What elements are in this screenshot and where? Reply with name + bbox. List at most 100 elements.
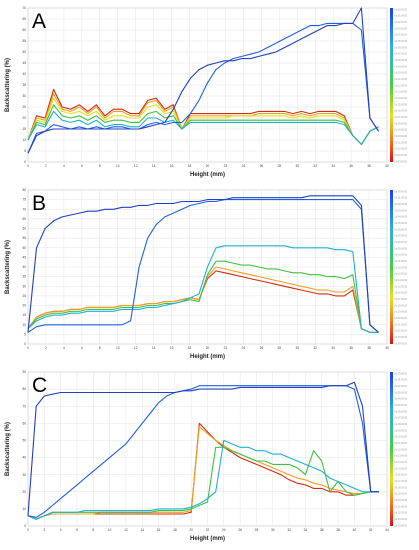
y-tick-label: 75 bbox=[22, 198, 26, 202]
x-tick-label: 32 bbox=[313, 346, 317, 350]
legend-label: 0d:02:00:00 bbox=[395, 21, 408, 24]
x-tick-label: 32 bbox=[287, 528, 291, 532]
legend-label: 0d:02:00:00 bbox=[395, 203, 408, 206]
legend-label: 0d:01:00:00 bbox=[395, 15, 408, 18]
x-tick-label: 20 bbox=[189, 528, 193, 532]
x-tick-label: 22 bbox=[224, 346, 228, 350]
legend-label: 0d:10:00:00 bbox=[395, 436, 408, 439]
legend-color-bar bbox=[390, 372, 393, 526]
y-tick-label: 70 bbox=[22, 207, 26, 211]
y-tick-label: 55 bbox=[22, 39, 26, 43]
x-tick-label: 26 bbox=[260, 346, 264, 350]
x-tick-label: 2 bbox=[43, 528, 45, 532]
legend-label: 0d:08:00:00 bbox=[395, 241, 408, 244]
x-tick-label: 10 bbox=[116, 164, 120, 168]
x-tick-label: 4 bbox=[63, 164, 65, 168]
legend-label: 0d:22:00:00 bbox=[395, 148, 408, 151]
legend-label: 0d:00:00:00 bbox=[395, 190, 408, 193]
series-line bbox=[27, 7, 379, 154]
y-tick-label: 15 bbox=[22, 313, 26, 317]
x-tick-label: 6 bbox=[76, 528, 78, 532]
y-axis-title: Backscattering (%) bbox=[5, 240, 11, 294]
x-tick-label: 10 bbox=[108, 528, 112, 532]
legend-label: 0d:07:00:00 bbox=[395, 235, 408, 238]
panel-B: 0 2 4 6 8 10 12 14 16 18 20 22 24 26 28 30 32 34 36 38 40051… bbox=[5, 188, 408, 360]
x-tick-label: 20 bbox=[206, 164, 210, 168]
legend-label: 0d:16:00:00 bbox=[395, 292, 408, 295]
legend-label: 0d:14:00:00 bbox=[395, 461, 408, 464]
legend-label: 0d:19:00:00 bbox=[395, 311, 408, 314]
y-tick-label: 55 bbox=[22, 236, 26, 240]
legend-label: 0d:19:00:00 bbox=[395, 493, 408, 496]
legend-label: 0d:21:00:00 bbox=[395, 141, 408, 144]
y-tick-label: 50 bbox=[22, 50, 26, 54]
x-tick-label: 38 bbox=[367, 346, 371, 350]
y-tick-label: 0 bbox=[24, 342, 26, 346]
x-axis-title: Height (mm) bbox=[190, 536, 225, 542]
legend-label: 0d:14:00:00 bbox=[395, 97, 408, 100]
x-tick-label: 26 bbox=[260, 164, 264, 168]
legend-label: 0d:15:00:00 bbox=[395, 103, 408, 106]
legend-label: 1d:00:00:00 bbox=[395, 342, 408, 345]
y-axis-title: Backscattering (%) bbox=[5, 58, 11, 112]
x-tick-label: 12 bbox=[134, 164, 138, 168]
y-tick-label: 60 bbox=[22, 28, 26, 32]
y-tick-label: 20 bbox=[22, 116, 26, 120]
legend-label: 0d:00:00:00 bbox=[395, 8, 408, 11]
x-tick-label: 40 bbox=[385, 164, 389, 168]
y-tick-label: 65 bbox=[22, 217, 26, 221]
series-line bbox=[27, 195, 379, 333]
y-tick-label: 10 bbox=[22, 507, 26, 511]
y-tick-label: 5 bbox=[24, 332, 26, 336]
legend-label: 0d:11:00:00 bbox=[395, 442, 408, 445]
legend-label: 0d:15:00:00 bbox=[395, 467, 408, 470]
x-tick-label: 30 bbox=[295, 346, 299, 350]
legend-label: 0d:11:00:00 bbox=[395, 260, 408, 263]
legend-label: 0d:13:00:00 bbox=[395, 273, 408, 276]
series-line bbox=[27, 97, 379, 145]
legend-label: 0d:10:00:00 bbox=[395, 72, 408, 75]
x-tick-label: 20 bbox=[206, 346, 210, 350]
legend-label: 0d:13:00:00 bbox=[395, 91, 408, 94]
x-tick-label: 0 bbox=[27, 346, 29, 350]
legend-label: 0d:04:00:00 bbox=[395, 398, 408, 401]
legend-label: 0d:17:00:00 bbox=[395, 116, 408, 119]
legend-label: 0d:05:00:00 bbox=[395, 40, 408, 43]
y-tick-label: 20 bbox=[22, 304, 26, 308]
x-tick-label: 16 bbox=[170, 346, 174, 350]
x-tick-label: 40 bbox=[385, 346, 389, 350]
x-tick-label: 12 bbox=[124, 528, 128, 532]
legend-color-bar bbox=[390, 8, 393, 162]
series-line bbox=[27, 110, 379, 145]
legend-label: 0d:15:00:00 bbox=[395, 285, 408, 288]
x-tick-label: 8 bbox=[99, 164, 101, 168]
x-tick-label: 44 bbox=[385, 528, 389, 532]
y-tick-label: 80 bbox=[22, 188, 26, 192]
y-tick-label: 60 bbox=[22, 227, 26, 231]
legend-label: 0d:03:00:00 bbox=[395, 209, 408, 212]
y-tick-label: 35 bbox=[22, 275, 26, 279]
legend-label: 0d:17:00:00 bbox=[395, 480, 408, 483]
series-line bbox=[27, 426, 379, 520]
x-tick-label: 38 bbox=[336, 528, 340, 532]
x-tick-label: 4 bbox=[60, 528, 62, 532]
x-tick-label: 6 bbox=[81, 164, 83, 168]
x-tick-label: 28 bbox=[255, 528, 259, 532]
legend-label: 0d:12:00:00 bbox=[395, 84, 408, 87]
y-axis-title: Backscattering (%) bbox=[5, 422, 11, 476]
legend-label: 0d:21:00:00 bbox=[395, 505, 408, 508]
legend-label: 0d:17:00:00 bbox=[395, 298, 408, 301]
y-tick-label: 50 bbox=[22, 439, 26, 443]
legend-label: 0d:00:00:00 bbox=[395, 372, 408, 375]
legend-label: 0d:06:00:00 bbox=[395, 228, 408, 231]
y-tick-label: 25 bbox=[22, 105, 26, 109]
legend-label: 0d:23:00:00 bbox=[395, 336, 408, 339]
x-tick-label: 4 bbox=[63, 346, 65, 350]
legend-label: 0d:09:00:00 bbox=[395, 247, 408, 250]
panel-C: 0 2 4 6 8 10 12 14 16 18 20 22 24 26 28 30 32 34 36 38 40 42 4… bbox=[5, 370, 408, 542]
x-tick-label: 30 bbox=[295, 164, 299, 168]
legend-label: 0d:22:00:00 bbox=[395, 512, 408, 515]
panel-A: 0 2 4 6 8 10 12 14 16 18 20 22 24 26 28 30 32 34 36 38 40051… bbox=[5, 6, 408, 178]
x-tick-label: 12 bbox=[134, 346, 138, 350]
